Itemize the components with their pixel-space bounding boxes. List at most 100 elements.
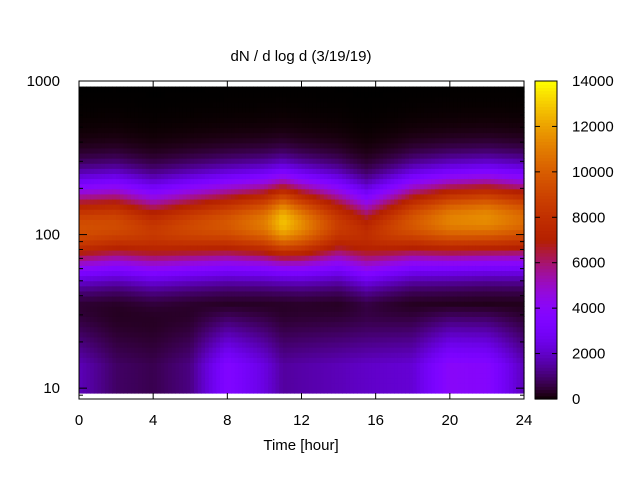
heatmap-cell [227, 234, 232, 241]
heatmap-cell [271, 311, 277, 317]
heatmap-cell [331, 101, 336, 108]
heatmap-cell [142, 163, 147, 169]
heatmap-cell [82, 331, 88, 338]
heatmap-cell [138, 357, 143, 363]
heatmap-cell [383, 316, 388, 323]
heatmap-cell [97, 290, 102, 297]
heatmap-cell [360, 198, 366, 205]
heatmap-cell [182, 260, 188, 266]
heatmap-cell [119, 387, 125, 394]
heatmap-cell [164, 341, 169, 348]
heatmap-cell [127, 372, 132, 379]
heatmap-cell [134, 275, 139, 282]
heatmap-cell [193, 352, 199, 358]
heatmap-cell [104, 301, 110, 307]
heatmap-cell [79, 173, 84, 180]
heatmap-cell [231, 244, 236, 251]
heatmap-cell [294, 173, 299, 180]
heatmap-cell [349, 229, 355, 236]
heatmap-cell [130, 362, 136, 369]
heatmap-cell [234, 106, 240, 113]
heatmap-cell [168, 106, 173, 113]
heatmap-cell [364, 178, 369, 185]
heatmap-cell [234, 137, 240, 144]
heatmap-cell [360, 163, 366, 169]
heatmap-cell [368, 352, 373, 358]
heatmap-cell [320, 301, 325, 307]
heatmap-cell [149, 173, 154, 180]
heatmap-cell [268, 265, 273, 272]
heatmap-cell [149, 265, 154, 272]
heatmap-cell [334, 137, 340, 144]
heatmap-cell [316, 122, 321, 129]
heatmap-cell [301, 280, 306, 287]
heatmap-cell [282, 178, 288, 185]
heatmap-cell [208, 341, 214, 348]
heatmap-cell [134, 198, 139, 205]
heatmap-cell [201, 295, 206, 302]
heatmap-cell [290, 209, 295, 215]
heatmap-cell [186, 357, 191, 363]
heatmap-cell [297, 306, 303, 312]
heatmap-cell [153, 260, 158, 266]
heatmap-cell [116, 112, 121, 118]
heatmap-cell [127, 229, 132, 236]
heatmap-cell [301, 117, 306, 123]
heatmap-cell [138, 239, 143, 246]
heatmap-cell [104, 306, 110, 312]
heatmap-cell [212, 152, 217, 159]
heatmap-cell [338, 382, 343, 389]
heatmap-cell [156, 367, 162, 374]
heatmap-cell [142, 270, 147, 277]
heatmap-cell [182, 382, 188, 389]
heatmap-cell [260, 321, 266, 328]
heatmap-cell [156, 244, 162, 251]
heatmap-cell [305, 219, 310, 226]
heatmap-cell [160, 96, 165, 103]
heatmap-cell [268, 152, 273, 159]
heatmap-cell [116, 132, 121, 139]
heatmap-cell [97, 306, 102, 312]
heatmap-cell [108, 250, 113, 256]
heatmap-cell [201, 265, 206, 272]
heatmap-cell [134, 96, 139, 103]
heatmap-cell [279, 265, 284, 272]
heatmap-cell [305, 173, 310, 180]
heatmap-cell [308, 173, 314, 180]
heatmap-cell [212, 387, 217, 394]
heatmap-cell [312, 306, 317, 312]
heatmap-cell [286, 147, 291, 154]
heatmap-cell [116, 336, 121, 343]
heatmap-cell [79, 168, 84, 174]
heatmap-cell [364, 321, 369, 328]
heatmap-cell [142, 290, 147, 297]
heatmap-cell [156, 127, 162, 134]
heatmap-cell [371, 173, 377, 180]
heatmap-cell [249, 168, 254, 174]
heatmap-cell [312, 229, 317, 236]
heatmap-cell [142, 306, 147, 312]
heatmap-cell [327, 367, 332, 374]
heatmap-cell [138, 193, 143, 200]
heatmap-cell [175, 316, 180, 323]
heatmap-cell [342, 183, 347, 190]
heatmap-cell [182, 117, 188, 123]
heatmap-cell [249, 101, 254, 108]
heatmap-cell [108, 142, 113, 149]
heatmap-cell [282, 387, 288, 394]
heatmap-cell [171, 112, 177, 118]
heatmap-cell [353, 285, 358, 292]
heatmap-cell [260, 101, 266, 108]
heatmap-cell [116, 311, 121, 317]
heatmap-cell [205, 280, 210, 287]
heatmap-cell [316, 198, 321, 205]
heatmap-cell [149, 255, 154, 261]
heatmap-cell [301, 362, 306, 369]
heatmap-cell [90, 168, 95, 174]
heatmap-cell [149, 224, 154, 231]
heatmap-cell [346, 183, 351, 190]
heatmap-cell [145, 112, 151, 118]
heatmap-cell [257, 372, 262, 379]
heatmap-cell [249, 117, 254, 123]
heatmap-cell [234, 147, 240, 154]
